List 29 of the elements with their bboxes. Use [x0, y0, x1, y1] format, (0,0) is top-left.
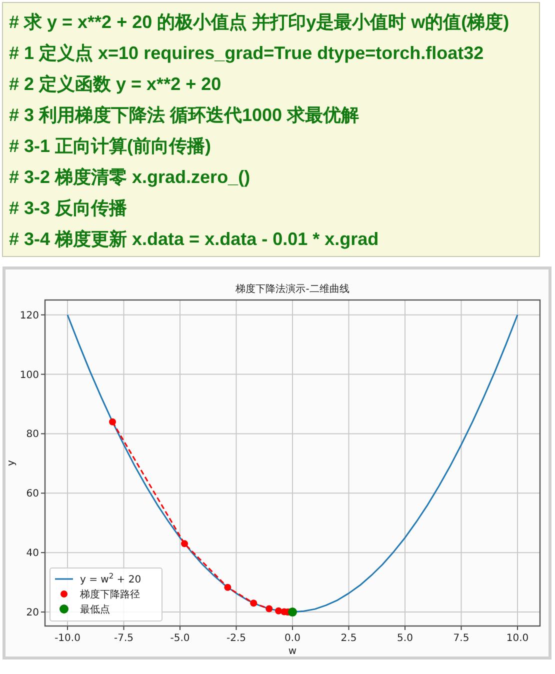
- x-tick-label: -10.0: [54, 633, 80, 644]
- y-tick-label: 40: [26, 548, 39, 560]
- y-axis-title: y: [6, 460, 17, 466]
- text: # 3-4 梯度更新 x.data = x.data - 0.01 * x.grad: [9, 228, 380, 251]
- y-tick-label: 80: [26, 429, 39, 440]
- y-tick-label: 100: [20, 370, 39, 381]
- x-tick-label: 2.5: [340, 633, 357, 644]
- text: # 3-2 梯度清零 x.grad.zero_(): [9, 166, 252, 189]
- x-tick-label: -7.5: [114, 633, 134, 644]
- x-tick-label: -5.0: [170, 633, 190, 644]
- x-tick-label: 7.5: [453, 633, 470, 644]
- text: # 3 利用梯度下降法 循环迭代1000 求最优解: [9, 104, 360, 127]
- y-tick-label: 20: [26, 608, 39, 619]
- text: # 3-1 正向计算(前向传播): [9, 135, 212, 158]
- x-tick-label: -2.5: [226, 633, 246, 644]
- text: # 1 定义点 x=10 requires_grad=True dtype=torch.float32: [9, 42, 485, 65]
- chart-title: 梯度下降法演示-二维曲线: [234, 283, 350, 295]
- y-tick-label: 60: [26, 488, 39, 500]
- legend-label: 最低点: [80, 604, 110, 616]
- text: # 3-3 反向传播: [9, 197, 128, 220]
- text: # 求 y = x**2 + 20 的极小值点 并打印y是最小值时 w的值(梯度): [9, 11, 510, 34]
- x-tick-label: 0.0: [284, 633, 300, 644]
- y-tick-label: 120: [20, 310, 39, 322]
- legend-label: 梯度下降路径: [79, 588, 140, 600]
- text: # 2 定义函数 y = x**2 + 20: [9, 73, 222, 96]
- x-tick-label: 5.0: [397, 633, 413, 644]
- x-axis-title: w: [288, 646, 297, 657]
- legend-label: y = w$^{2}$ + 20: [80, 571, 142, 586]
- x-tick-label: 10.0: [506, 633, 529, 644]
